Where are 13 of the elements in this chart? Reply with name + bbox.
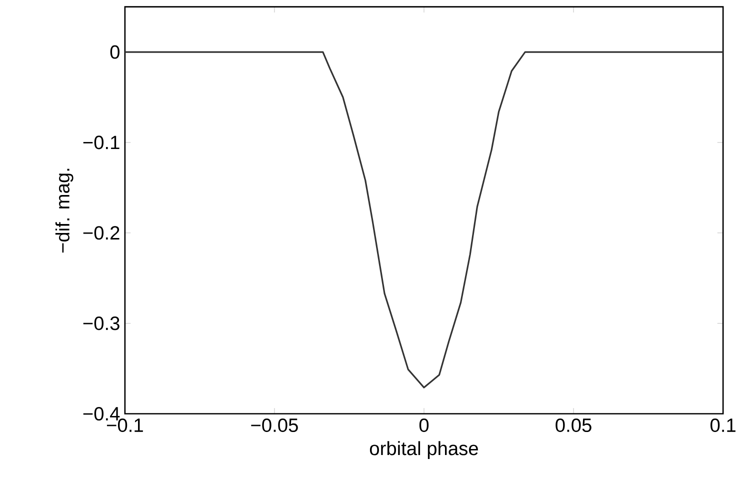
y-tick-label: −0.1: [83, 136, 120, 150]
x-tick-label: 0.05: [556, 418, 592, 432]
y-tick-label: −0.4: [83, 407, 120, 421]
y-tick-label: 0: [110, 45, 120, 59]
x-axis-title: orbital phase: [370, 441, 478, 460]
x-tick-label: −0.05: [251, 418, 298, 432]
x-tick-label: 0: [419, 418, 429, 432]
x-tick-label: 0.1: [710, 418, 736, 432]
line-series: [124, 51, 724, 388]
y-tick-label: −0.3: [83, 316, 120, 330]
y-tick-label: −0.2: [83, 226, 120, 240]
x-tick-label: −0.1: [106, 418, 143, 432]
y-axis-title: −dif. mag.: [55, 168, 74, 253]
